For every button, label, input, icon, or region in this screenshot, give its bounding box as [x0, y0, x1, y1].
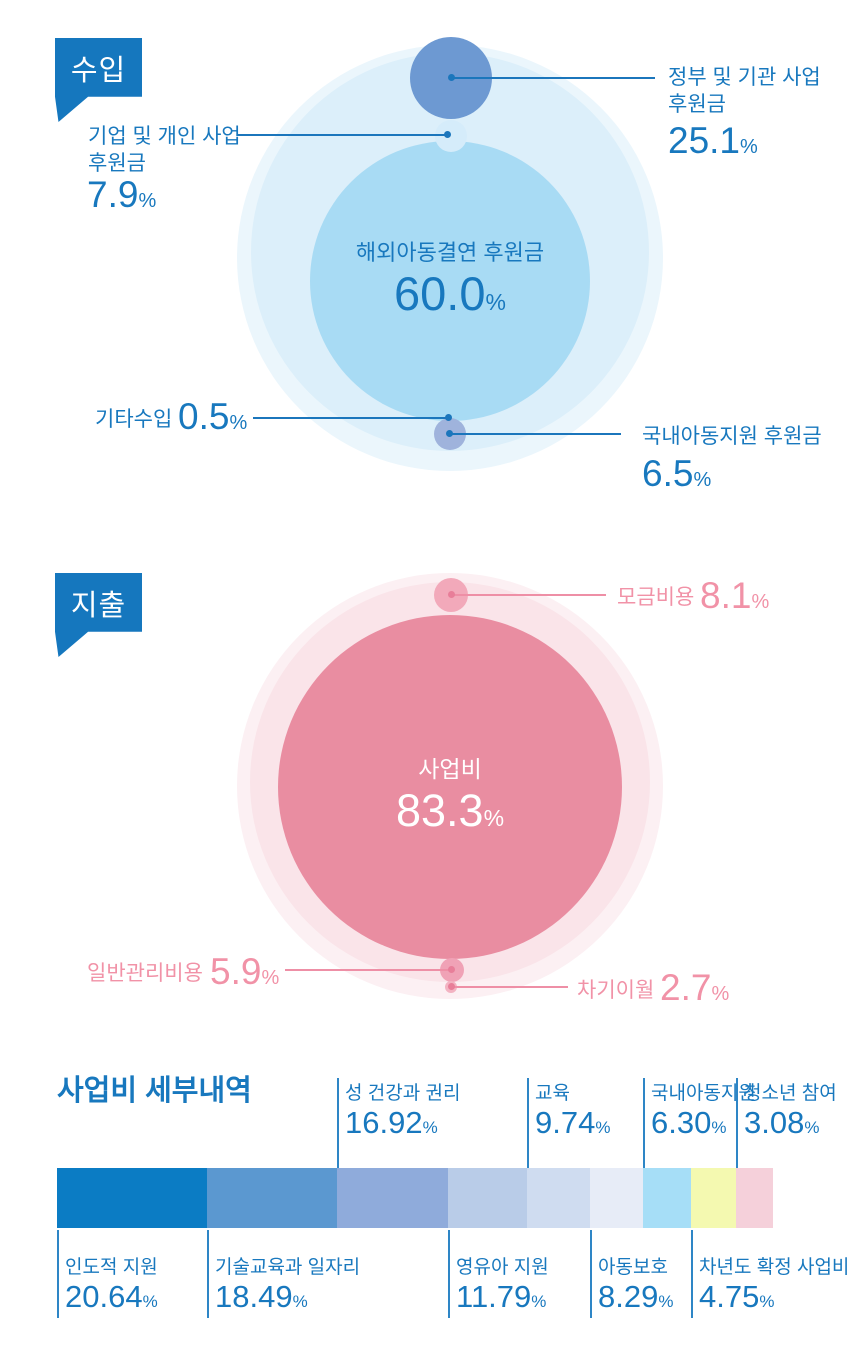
income-gov-leader-line: [451, 77, 655, 79]
expense-section-tag: 지출: [55, 573, 142, 657]
bar-segment: [57, 1168, 207, 1228]
expense-admin-leader-dot: [448, 966, 455, 973]
income-main-bubble-text: 해외아동결연 후원금 60.0%: [310, 235, 590, 319]
bar-tick-label: 기술교육과 일자리 18.49%: [215, 1257, 361, 1314]
income-main-value: 60.0: [394, 267, 486, 320]
income-corp-leader-dot: [444, 131, 451, 138]
income-domestic-callout-label: 국내아동지원 후원금: [642, 425, 822, 448]
bar-tick-line: [527, 1078, 529, 1168]
income-domestic-leader-line: [451, 433, 621, 435]
income-gov-label-line2: 후원금: [668, 93, 726, 116]
income-corp-leader-line: [237, 134, 449, 136]
expense-carryover-callout-label: 차기이월: [577, 979, 655, 1002]
bar-segment: [448, 1168, 527, 1228]
income-section-tag: 수입: [55, 38, 142, 122]
income-gov-leader-dot: [448, 74, 455, 81]
income-main-value-row: 60.0%: [310, 269, 590, 319]
bar-tick-line: [691, 1230, 693, 1318]
income-corp-callout-label: 기업 및 개인 사업 후원금: [88, 123, 241, 177]
expense-main-value-row: 83.3%: [278, 786, 622, 836]
income-corp-label-line2: 후원금: [88, 152, 146, 175]
income-main-label: 해외아동결연 후원금: [355, 240, 545, 265]
income-gov-label-line1: 정부 및 기관 사업: [668, 66, 821, 89]
expense-fundraising-leader-line: [451, 594, 606, 596]
income-corp-bubble: [435, 120, 467, 152]
income-gov-callout-label: 정부 및 기관 사업 후원금: [668, 64, 821, 118]
income-domestic-leader-dot: [446, 430, 453, 437]
expense-fundraising-callout-label: 모금비용: [617, 586, 695, 609]
expense-main-bubble-text: 사업비 83.3%: [278, 750, 622, 836]
bar-tick-line: [57, 1230, 59, 1318]
income-other-leader-line: [253, 417, 450, 419]
bar-segment: [527, 1168, 590, 1228]
expense-main-value: 83.3: [395, 785, 484, 836]
expense-section-tag-label: 지출: [70, 589, 127, 622]
bar-segment: [590, 1168, 643, 1228]
bar-tick-label: 차년도 확정 사업비 4.75%: [699, 1257, 850, 1314]
expense-main-percent: %: [483, 805, 505, 831]
expense-admin-callout-label: 일반관리비용: [87, 962, 203, 985]
bar-tick-line: [337, 1078, 339, 1168]
expense-main-bubble: [278, 615, 622, 959]
income-domestic-callout-value: 6.5%: [642, 453, 712, 494]
expense-fundraising-leader-dot: [448, 591, 455, 598]
expense-carryover-leader-dot: [448, 983, 455, 990]
income-other-callout-value: 0.5%: [178, 396, 248, 437]
bar-tick-line: [207, 1230, 209, 1318]
expense-carryover-callout-value: 2.7%: [660, 967, 730, 1008]
income-corp-label-line1: 기업 및 개인 사업: [88, 125, 241, 148]
expense-fundraising-callout-value: 8.1%: [700, 575, 770, 616]
breakdown-title: 사업비 세부내역: [57, 1075, 252, 1107]
bar-segment: [691, 1168, 736, 1228]
bar-segment: [643, 1168, 691, 1228]
bar-tick-label: 국내아동지원 6.30%: [651, 1083, 756, 1140]
income-main-percent: %: [485, 289, 506, 315]
bar-tick-line: [448, 1230, 450, 1318]
bar-tick-label: 성 건강과 권리 16.92%: [345, 1083, 461, 1140]
income-other-callout-label: 기타수입: [95, 408, 173, 431]
bar-tick-line: [590, 1230, 592, 1318]
income-other-leader-dot: [445, 414, 452, 421]
expense-main-label: 사업비: [418, 756, 482, 782]
bar-tick-label: 아동보호 8.29%: [598, 1257, 674, 1314]
bar-tick-label: 인도적 지원 20.64%: [65, 1257, 158, 1314]
bar-tick-line: [736, 1078, 738, 1168]
bar-tick-label: 교육 9.74%: [535, 1083, 611, 1140]
bar-tick-label: 영유아 지원 11.79%: [456, 1257, 549, 1314]
income-section-tag-label: 수입: [70, 54, 127, 87]
bar-segment: [337, 1168, 448, 1228]
bar-tick-line: [643, 1078, 645, 1168]
bar-segment: [207, 1168, 337, 1228]
income-main-bubble: [310, 141, 590, 421]
bar-segment: [736, 1168, 773, 1228]
expense-carryover-leader-line: [451, 986, 568, 988]
stacked-bar: [57, 1168, 773, 1228]
income-gov-callout-value: 25.1%: [668, 120, 758, 161]
expense-admin-callout-value: 5.9%: [210, 951, 280, 992]
bar-tick-label: 청소년 참여 3.08%: [744, 1083, 837, 1140]
expense-admin-leader-line: [285, 969, 451, 971]
income-corp-callout-value: 7.9%: [87, 174, 157, 215]
